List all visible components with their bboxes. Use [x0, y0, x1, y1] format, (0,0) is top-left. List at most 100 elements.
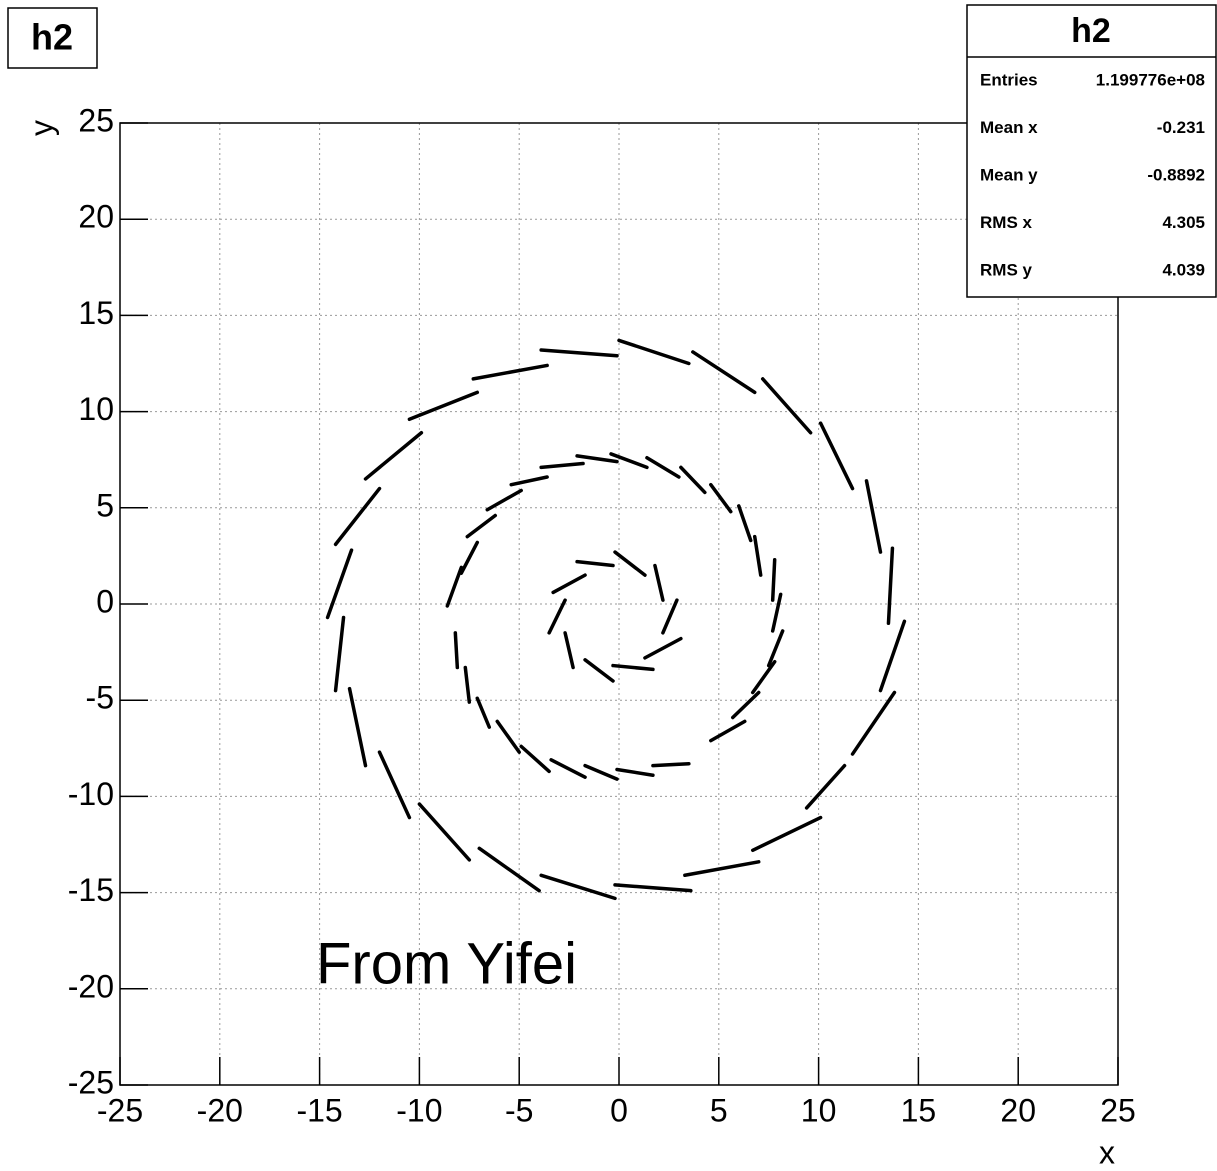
y-tick-label: -25	[68, 1064, 114, 1100]
x-tick-label: -15	[296, 1092, 342, 1128]
segment	[583, 763, 619, 781]
segment	[333, 615, 346, 693]
y-tick-label: 25	[78, 102, 114, 138]
segment	[333, 486, 382, 547]
plot-frame	[119, 122, 1119, 1086]
y-tick-label: -15	[68, 872, 114, 908]
segment	[347, 686, 368, 768]
segment	[485, 488, 523, 512]
segment	[731, 690, 761, 720]
stats-box	[966, 4, 1217, 298]
segment	[643, 636, 683, 660]
segment	[583, 658, 615, 683]
segment	[465, 513, 497, 539]
annotation: From Yifei	[316, 931, 577, 996]
y-tick-label: 10	[78, 391, 114, 427]
segment	[613, 550, 647, 577]
segment	[737, 504, 753, 543]
segment	[575, 559, 615, 568]
segment	[818, 421, 855, 491]
segment	[804, 763, 847, 810]
segment	[760, 377, 813, 435]
x-tick-label: -10	[396, 1092, 442, 1128]
segment	[661, 598, 679, 635]
segment	[509, 475, 549, 487]
segment	[651, 761, 691, 768]
segment	[475, 696, 492, 729]
x-tick-label: -20	[197, 1092, 243, 1128]
segment	[750, 815, 823, 853]
stats-value: 1.199776e+08	[1096, 70, 1205, 89]
stats-title: h2	[1071, 12, 1111, 50]
segment	[539, 461, 585, 470]
x-tick-label: -25	[97, 1092, 143, 1128]
x-tick-label: 15	[901, 1092, 937, 1128]
segment	[551, 573, 587, 595]
segment	[471, 363, 549, 381]
segment	[575, 454, 619, 464]
stats-label: RMS x	[980, 213, 1033, 232]
stats-value: 4.305	[1162, 213, 1205, 232]
stats-label: Mean x	[980, 118, 1038, 137]
stats-label: RMS y	[980, 260, 1033, 279]
segment	[752, 534, 763, 577]
segment	[477, 846, 541, 893]
segment	[613, 883, 693, 893]
segment	[563, 631, 575, 670]
segment	[691, 350, 757, 395]
segment	[645, 456, 681, 479]
segment	[709, 719, 747, 743]
x-tick-label: 20	[1000, 1092, 1036, 1128]
y-tick-label: -10	[68, 776, 114, 812]
y-tick-label: 0	[96, 583, 114, 619]
chart-title: h2	[31, 17, 73, 58]
segment	[709, 482, 733, 514]
x-axis-label: x	[1099, 1134, 1115, 1170]
segment	[609, 452, 649, 470]
segment	[495, 719, 521, 754]
y-tick-label: 20	[78, 199, 114, 235]
segment	[325, 548, 354, 620]
segment	[615, 767, 655, 777]
segment	[445, 565, 464, 608]
segment	[547, 598, 567, 635]
segment	[679, 465, 707, 495]
x-tick-label: -5	[505, 1092, 533, 1128]
y-axis-label: y	[23, 120, 59, 136]
segment	[683, 860, 761, 878]
segment	[539, 348, 619, 358]
segment	[770, 592, 783, 633]
segment	[617, 338, 691, 366]
y-tick-label: -20	[68, 968, 114, 1004]
x-tick-label: 0	[610, 1092, 628, 1128]
title-box	[7, 7, 98, 69]
segment	[377, 750, 412, 820]
segment	[864, 479, 883, 554]
segment	[766, 629, 785, 668]
x-tick-label: 5	[710, 1092, 728, 1128]
segment	[611, 663, 655, 672]
segment	[453, 631, 460, 670]
segment	[770, 557, 777, 602]
y-tick-label: -5	[86, 680, 114, 716]
segment	[417, 802, 472, 862]
segment	[463, 665, 472, 704]
segment	[886, 546, 895, 625]
stats-label: Mean y	[980, 165, 1038, 184]
segment	[539, 873, 617, 901]
y-tick-label: 5	[96, 487, 114, 523]
x-tick-label: 10	[801, 1092, 837, 1128]
segment	[407, 390, 480, 422]
stats-value: 4.039	[1162, 260, 1205, 279]
segment	[519, 744, 551, 774]
stats-label: Entries	[980, 70, 1038, 89]
stats-value: -0.231	[1157, 118, 1205, 137]
y-tick-label: 15	[78, 295, 114, 331]
segment	[878, 619, 907, 693]
x-tick-label: 25	[1100, 1092, 1136, 1128]
segment	[750, 659, 777, 695]
segment	[459, 540, 480, 575]
segment	[850, 690, 897, 756]
segment	[549, 758, 587, 779]
